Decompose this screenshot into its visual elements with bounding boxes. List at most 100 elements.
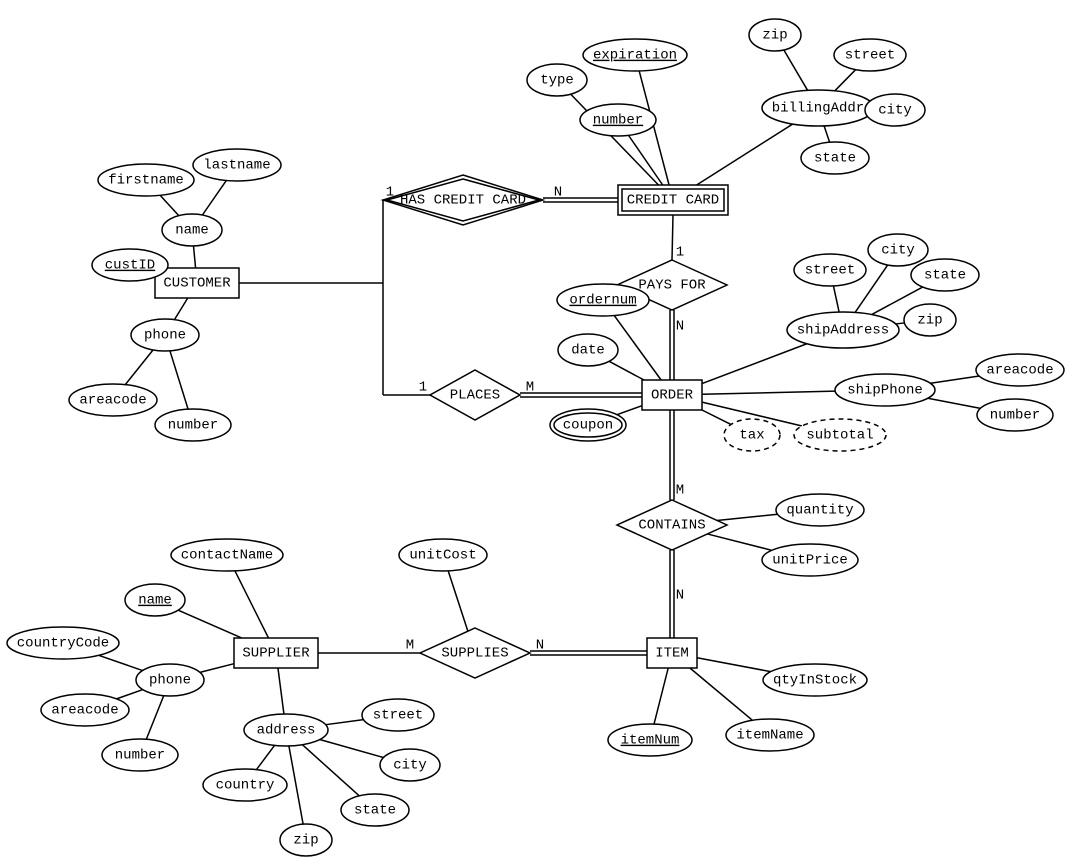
attribute-unitCost: unitCost (399, 539, 487, 571)
svg-text:number: number (990, 408, 1040, 424)
attribute-ad_street: street (362, 699, 434, 731)
attribute-ad_country: country (203, 769, 287, 801)
attribute-s_area: areacode (41, 694, 129, 726)
svg-text:SUPPLIES: SUPPLIES (441, 646, 508, 662)
attribute-itemName: itemName (726, 719, 814, 751)
svg-text:N: N (676, 319, 684, 335)
relationship-hascc: HAS CREDIT CARD (383, 175, 543, 225)
svg-text:CUSTOMER: CUSTOMER (163, 276, 231, 292)
attribute-s_cc: countryCode (7, 627, 119, 659)
attribute-cc_exp: expiration (583, 39, 687, 71)
svg-text:street: street (805, 263, 855, 279)
attribute-contact: contactName (171, 539, 283, 571)
svg-text:quantity: quantity (786, 503, 853, 519)
svg-text:billingAddr: billingAddr (772, 101, 864, 117)
svg-text:1: 1 (419, 380, 427, 396)
attribute-cc_type: type (527, 64, 587, 96)
svg-text:countryCode: countryCode (17, 636, 109, 652)
svg-text:city: city (878, 103, 912, 119)
relationship-places: PLACES (430, 370, 520, 420)
attribute-ordernum: ordernum (557, 284, 649, 316)
attribute-sa_city: city (868, 234, 928, 266)
attribute-address: address (244, 714, 328, 746)
svg-text:SUPPLIER: SUPPLIER (242, 646, 310, 662)
svg-text:itemNum: itemNum (621, 733, 680, 749)
entity-customer: CUSTOMER (155, 268, 239, 298)
svg-text:state: state (354, 803, 396, 819)
attribute-coupon: coupon (550, 409, 626, 441)
attribute-areacode: areacode (69, 384, 157, 416)
attribute-quantity: quantity (776, 494, 864, 526)
attribute-s_name: name (125, 584, 185, 616)
svg-text:areacode: areacode (79, 393, 146, 409)
attribute-billingAddr: billingAddr (762, 90, 874, 126)
attribute-s_phone: phone (136, 664, 204, 696)
svg-text:street: street (845, 48, 895, 64)
svg-text:zip: zip (917, 313, 942, 329)
attribute-firstname: firstname (98, 164, 194, 196)
attribute-ba_city: city (865, 94, 925, 126)
svg-text:shipAddress: shipAddress (797, 323, 889, 339)
svg-text:firstname: firstname (108, 173, 184, 189)
svg-text:city: city (393, 758, 427, 774)
svg-text:custID: custID (105, 258, 155, 274)
attribute-ad_zip: zip (280, 824, 332, 856)
svg-text:PLACES: PLACES (450, 388, 500, 404)
svg-text:name: name (175, 223, 209, 239)
entity-item: ITEM (647, 638, 697, 668)
attribute-number_ph: number (155, 409, 231, 441)
svg-text:zip: zip (762, 28, 787, 44)
svg-text:N: N (554, 185, 562, 201)
svg-text:contactName: contactName (181, 548, 273, 564)
attribute-phone: phone (131, 319, 199, 351)
attribute-unitPrice: unitPrice (762, 544, 858, 576)
attribute-tax: tax (724, 419, 780, 451)
svg-text:N: N (676, 588, 684, 604)
svg-text:coupon: coupon (563, 418, 613, 434)
attribute-ba_state: state (801, 142, 869, 174)
svg-text:phone: phone (149, 673, 191, 689)
svg-text:street: street (373, 708, 423, 724)
svg-text:ordernum: ordernum (569, 293, 636, 309)
svg-text:qtyInStock: qtyInStock (773, 673, 857, 689)
svg-text:PAYS FOR: PAYS FOR (638, 278, 706, 294)
attribute-sa_street: street (794, 254, 866, 286)
svg-text:M: M (676, 483, 684, 499)
er-diagram: CUSTOMER CREDIT CARD ORDER SUPPLIER ITEM HAS … (0, 0, 1086, 864)
attribute-custID: custID (92, 249, 168, 281)
svg-text:1: 1 (386, 185, 394, 201)
svg-text:number: number (168, 418, 218, 434)
attribute-ad_state: state (341, 794, 409, 826)
svg-text:number: number (115, 748, 165, 764)
attribute-cc_number: number (580, 104, 656, 136)
attribute-subtotal: subtotal (794, 419, 886, 451)
svg-text:state: state (924, 268, 966, 284)
attribute-ba_street: street (834, 39, 906, 71)
svg-text:zip: zip (293, 833, 318, 849)
svg-text:type: type (540, 73, 574, 89)
attribute-sa_state: state (911, 259, 979, 291)
attribute-s_number: number (102, 739, 178, 771)
svg-text:expiration: expiration (593, 48, 677, 64)
svg-text:subtotal: subtotal (806, 428, 873, 444)
attribute-ad_city: city (380, 749, 440, 781)
attribute-shipAddr: shipAddress (787, 312, 899, 348)
svg-text:name: name (138, 593, 172, 609)
svg-text:1: 1 (676, 245, 684, 261)
attribute-lastname: lastname (193, 149, 281, 181)
svg-text:unitCost: unitCost (409, 548, 476, 564)
attribute-shipPhone: shipPhone (835, 374, 935, 406)
relationship-supplies: SUPPLIES (420, 628, 530, 678)
attribute-cc_zip: zip (749, 19, 801, 51)
svg-text:M: M (526, 380, 534, 396)
svg-text:state: state (814, 151, 856, 167)
svg-text:areacode: areacode (986, 363, 1053, 379)
svg-text:itemName: itemName (736, 728, 803, 744)
svg-text:country: country (216, 778, 275, 794)
svg-text:HAS CREDIT CARD: HAS CREDIT CARD (400, 193, 526, 209)
svg-text:tax: tax (739, 428, 764, 444)
attribute-sa_zip: zip (904, 304, 956, 336)
svg-text:phone: phone (144, 328, 186, 344)
svg-text:ORDER: ORDER (651, 388, 694, 404)
entity-creditcard: CREDIT CARD (618, 185, 728, 215)
